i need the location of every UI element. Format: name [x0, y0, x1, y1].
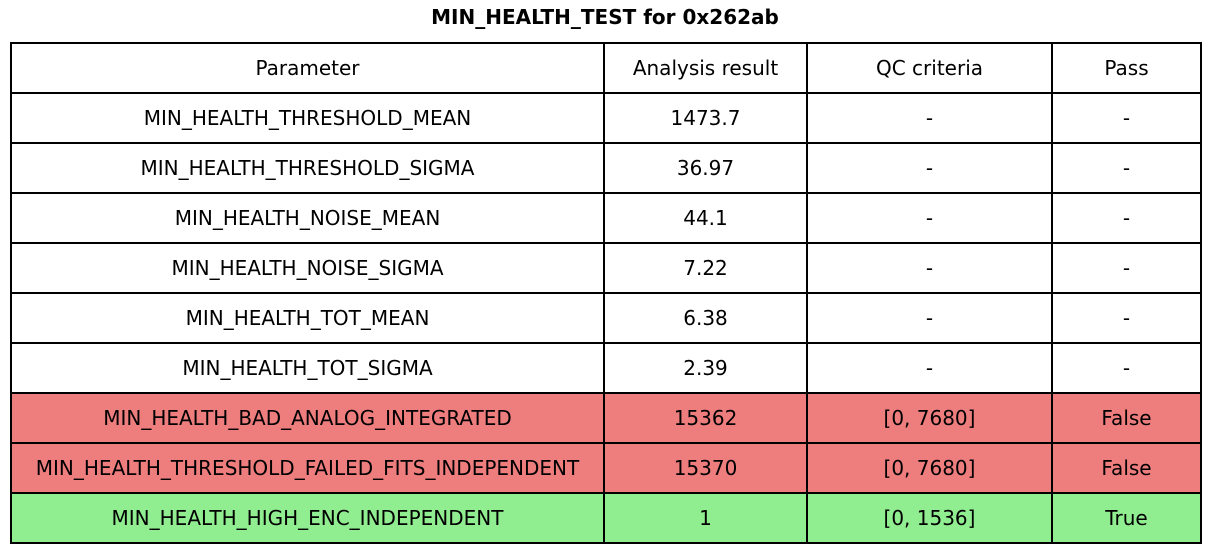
analysis-result-cell: 1473.7: [603, 92, 808, 144]
pass-cell: False: [1051, 442, 1202, 494]
analysis-result-cell: 44.1: [603, 192, 808, 244]
qc-criteria-cell: -: [806, 192, 1053, 244]
table-row: MIN_HEALTH_HIGH_ENC_INDEPENDENT 1 [0, 15…: [10, 492, 1202, 544]
parameter-cell: MIN_HEALTH_TOT_MEAN: [10, 292, 605, 344]
table-row: MIN_HEALTH_TOT_MEAN 6.38 - -: [10, 292, 1202, 344]
col-header-analysis-result: Analysis result: [603, 42, 808, 94]
qc-results-table: Parameter Analysis result QC criteria Pa…: [10, 42, 1202, 544]
pass-cell: -: [1051, 192, 1202, 244]
table-row: MIN_HEALTH_THRESHOLD_SIGMA 36.97 - -: [10, 142, 1202, 194]
analysis-result-cell: 2.39: [603, 342, 808, 394]
qc-criteria-cell: [0, 1536]: [806, 492, 1053, 544]
parameter-cell: MIN_HEALTH_BAD_ANALOG_INTEGRATED: [10, 392, 605, 444]
pass-cell: -: [1051, 342, 1202, 394]
qc-criteria-cell: -: [806, 292, 1053, 344]
pass-cell: -: [1051, 142, 1202, 194]
parameter-cell: MIN_HEALTH_TOT_SIGMA: [10, 342, 605, 394]
col-header-qc-criteria: QC criteria: [806, 42, 1053, 94]
parameter-cell: MIN_HEALTH_NOISE_SIGMA: [10, 242, 605, 294]
pass-cell: -: [1051, 292, 1202, 344]
analysis-result-cell: 7.22: [603, 242, 808, 294]
analysis-result-cell: 36.97: [603, 142, 808, 194]
analysis-result-cell: 1: [603, 492, 808, 544]
qc-criteria-cell: -: [806, 142, 1053, 194]
analysis-result-cell: 6.38: [603, 292, 808, 344]
qc-criteria-cell: [0, 7680]: [806, 392, 1053, 444]
parameter-cell: MIN_HEALTH_HIGH_ENC_INDEPENDENT: [10, 492, 605, 544]
pass-cell: -: [1051, 242, 1202, 294]
qc-criteria-cell: -: [806, 342, 1053, 394]
qc-criteria-cell: -: [806, 92, 1053, 144]
analysis-result-cell: 15370: [603, 442, 808, 494]
table-row: MIN_HEALTH_NOISE_MEAN 44.1 - -: [10, 192, 1202, 244]
parameter-cell: MIN_HEALTH_THRESHOLD_SIGMA: [10, 142, 605, 194]
pass-cell: True: [1051, 492, 1202, 544]
table-row: MIN_HEALTH_BAD_ANALOG_INTEGRATED 15362 […: [10, 392, 1202, 444]
qc-criteria-cell: -: [806, 242, 1053, 294]
qc-criteria-cell: [0, 7680]: [806, 442, 1053, 494]
table-row: MIN_HEALTH_THRESHOLD_FAILED_FITS_INDEPEN…: [10, 442, 1202, 494]
header-row: Parameter Analysis result QC criteria Pa…: [10, 42, 1202, 94]
figure-title: MIN_HEALTH_TEST for 0x262ab: [431, 5, 779, 29]
parameter-cell: MIN_HEALTH_NOISE_MEAN: [10, 192, 605, 244]
col-header-pass: Pass: [1051, 42, 1202, 94]
table-body: MIN_HEALTH_THRESHOLD_MEAN 1473.7 - - MIN…: [10, 92, 1202, 544]
pass-cell: False: [1051, 392, 1202, 444]
col-header-parameter: Parameter: [10, 42, 605, 94]
table-row: MIN_HEALTH_NOISE_SIGMA 7.22 - -: [10, 242, 1202, 294]
parameter-cell: MIN_HEALTH_THRESHOLD_FAILED_FITS_INDEPEN…: [10, 442, 605, 494]
parameter-cell: MIN_HEALTH_THRESHOLD_MEAN: [10, 92, 605, 144]
table-row: MIN_HEALTH_THRESHOLD_MEAN 1473.7 - -: [10, 92, 1202, 144]
pass-cell: -: [1051, 92, 1202, 144]
table-row: MIN_HEALTH_TOT_SIGMA 2.39 - -: [10, 342, 1202, 394]
analysis-result-cell: 15362: [603, 392, 808, 444]
